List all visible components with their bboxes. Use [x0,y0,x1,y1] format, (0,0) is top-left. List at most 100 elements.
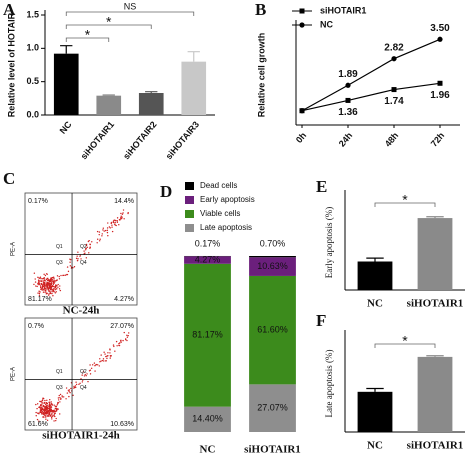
y-tick-label: 1.0 [26,43,39,53]
error-bar [60,45,73,54]
value-label: 0.70% [260,238,286,248]
event-dot [34,278,36,280]
event-dot [55,409,57,412]
event-dot [114,221,116,224]
event-dot [126,339,128,342]
event-dot [81,374,83,376]
event-dot [85,243,88,246]
panel-letter: D [160,182,172,201]
bar [417,356,453,432]
event-dot [62,396,65,398]
event-dot [46,277,48,280]
event-dot [54,280,56,282]
event-dot [89,364,91,366]
bar-segment [184,406,231,432]
event-dot [53,287,55,290]
event-dot [47,281,49,284]
event-dot [49,410,52,413]
event-dot [44,291,46,293]
event-dot [119,218,122,220]
event-dot [49,291,51,294]
event-dot [85,375,87,377]
event-dot [87,380,89,383]
event-dot [52,289,55,291]
event-dot [56,288,58,290]
event-dot [53,404,55,406]
event-dot [102,227,105,229]
event-dot [42,283,45,286]
event-dot [75,386,77,389]
event-dot [112,220,115,222]
event-dot [67,389,70,391]
event-dot [50,403,53,405]
x-tick-label: 72h [429,130,447,148]
x-tick-label: 48h [383,130,401,148]
event-dot [69,391,71,394]
event-dot [49,415,51,417]
significance-bracket [374,343,436,348]
bar-segment [184,256,231,264]
event-dot [46,399,48,402]
x-tick-label: NC [58,119,74,136]
event-dot [107,222,109,224]
value-label: 10.63% [257,261,288,271]
event-dot [112,344,115,346]
gate-label: Q1 [56,369,63,375]
event-dot [88,252,90,254]
event-dot [121,213,124,215]
event-dot [70,387,72,390]
legend-label: Dead cells [200,181,237,190]
event-dot [50,282,52,285]
event-dot [41,407,44,410]
event-dot [126,336,129,338]
value-label: 0.17% [195,238,221,248]
event-dot [37,283,39,285]
event-dot [53,413,55,415]
x-tick-label: 0h [294,130,308,144]
value-label: 2.82 [384,42,404,53]
event-dot [76,255,78,257]
event-dot [77,251,79,253]
value-label: 1.89 [338,69,358,80]
event-dot [80,258,82,260]
event-dot [109,352,111,354]
event-dot [119,342,121,344]
event-dot [93,362,96,364]
event-dot [52,276,55,278]
event-dot [53,279,55,281]
event-dot [59,413,61,415]
event-dot [91,241,93,243]
plot-label: NC-24h [63,305,100,317]
event-dot [120,339,122,341]
event-dot [88,370,91,372]
event-dot [37,279,40,281]
event-dot [41,403,43,405]
event-dot [69,261,71,263]
event-dot [59,396,61,399]
event-dot [35,403,37,406]
event-dot [50,406,52,408]
event-dot [57,286,59,288]
event-dot [66,392,69,394]
point-marker [391,87,397,93]
event-dot [45,418,47,420]
event-dot [59,401,61,403]
legend-label: Early apoptosis [200,195,255,204]
event-dot [57,399,60,401]
event-dot [113,345,115,348]
event-dot [116,221,119,223]
value-label: 27.07% [257,403,288,413]
event-dot [101,235,103,237]
event-dot [42,413,44,415]
event-dot [73,385,75,388]
y-axis-label: PE-A [11,367,17,381]
event-dot [106,227,109,229]
x-tick-label: NC [367,298,383,310]
event-dot [79,382,81,384]
event-dot [50,404,52,406]
event-dot [102,358,105,360]
event-dot [46,284,48,287]
error-bar [426,355,444,357]
error-bar [145,91,158,93]
quadrant-percent: 81.17% [28,296,52,303]
